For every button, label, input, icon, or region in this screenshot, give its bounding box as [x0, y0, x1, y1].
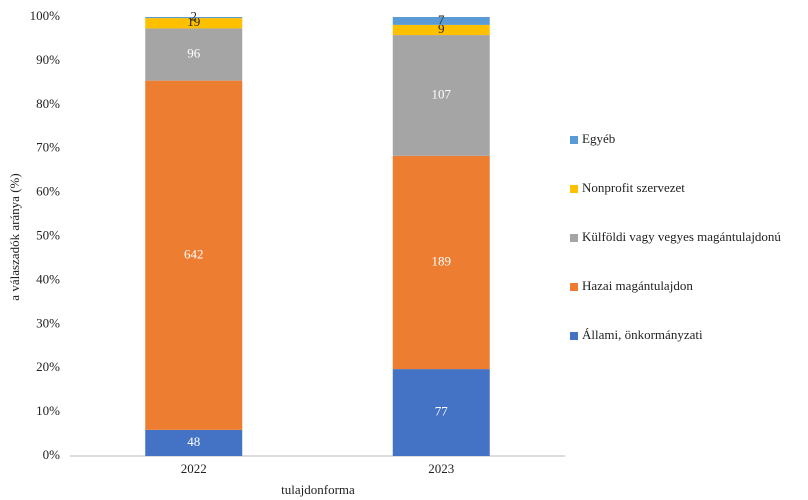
bar-segment [392, 369, 490, 456]
bar-segment [145, 18, 243, 29]
x-tick-label: 2022 [181, 461, 207, 476]
data-label: 2 [191, 9, 198, 24]
y-tick-label: 30% [36, 315, 60, 330]
data-label: 107 [432, 86, 452, 101]
y-tick-label: 90% [36, 52, 60, 67]
legend-swatch [570, 185, 578, 193]
y-tick-label: 50% [36, 227, 60, 242]
legend-swatch [570, 332, 578, 340]
y-tick-label: 10% [36, 403, 60, 418]
y-tick-label: 40% [36, 271, 60, 286]
x-tick-label: 2023 [428, 461, 454, 476]
bar-segment [392, 35, 490, 156]
data-label: 189 [432, 253, 452, 268]
bar-segment [145, 80, 243, 430]
legend-label: Nonprofit szervezet [582, 180, 685, 195]
data-label: 77 [435, 404, 449, 419]
y-tick-label: 0% [43, 447, 61, 462]
legend-label: Hazai magántulajdon [582, 278, 693, 293]
x-axis-title: tulajdonforma [281, 482, 355, 497]
data-label: 642 [184, 246, 204, 261]
data-label: 48 [187, 434, 200, 449]
legend-label: Külföldi vagy vegyes magántulajdonú [582, 229, 781, 244]
data-label: 7 [438, 12, 445, 27]
bar-segment [392, 155, 490, 370]
y-tick-label: 80% [36, 96, 60, 111]
y-tick-label: 20% [36, 359, 60, 374]
bar-segment [145, 17, 243, 19]
legend-swatch [570, 136, 578, 144]
data-label: 96 [187, 46, 201, 61]
legend-swatch [570, 234, 578, 242]
bar-segment [145, 429, 243, 456]
bar-segment [392, 24, 490, 36]
y-tick-label: 100% [30, 8, 61, 23]
y-axis-title: a válaszadók aránya (%) [7, 173, 22, 300]
y-tick-label: 60% [36, 184, 60, 199]
legend-label: Egyéb [582, 131, 615, 146]
bar-segment [392, 17, 490, 25]
legend-label: Állami, önkormányzati [582, 327, 703, 342]
data-label: 9 [438, 21, 445, 36]
y-tick-label: 70% [36, 140, 60, 155]
legend-swatch [570, 283, 578, 291]
bar-segment [145, 28, 243, 81]
